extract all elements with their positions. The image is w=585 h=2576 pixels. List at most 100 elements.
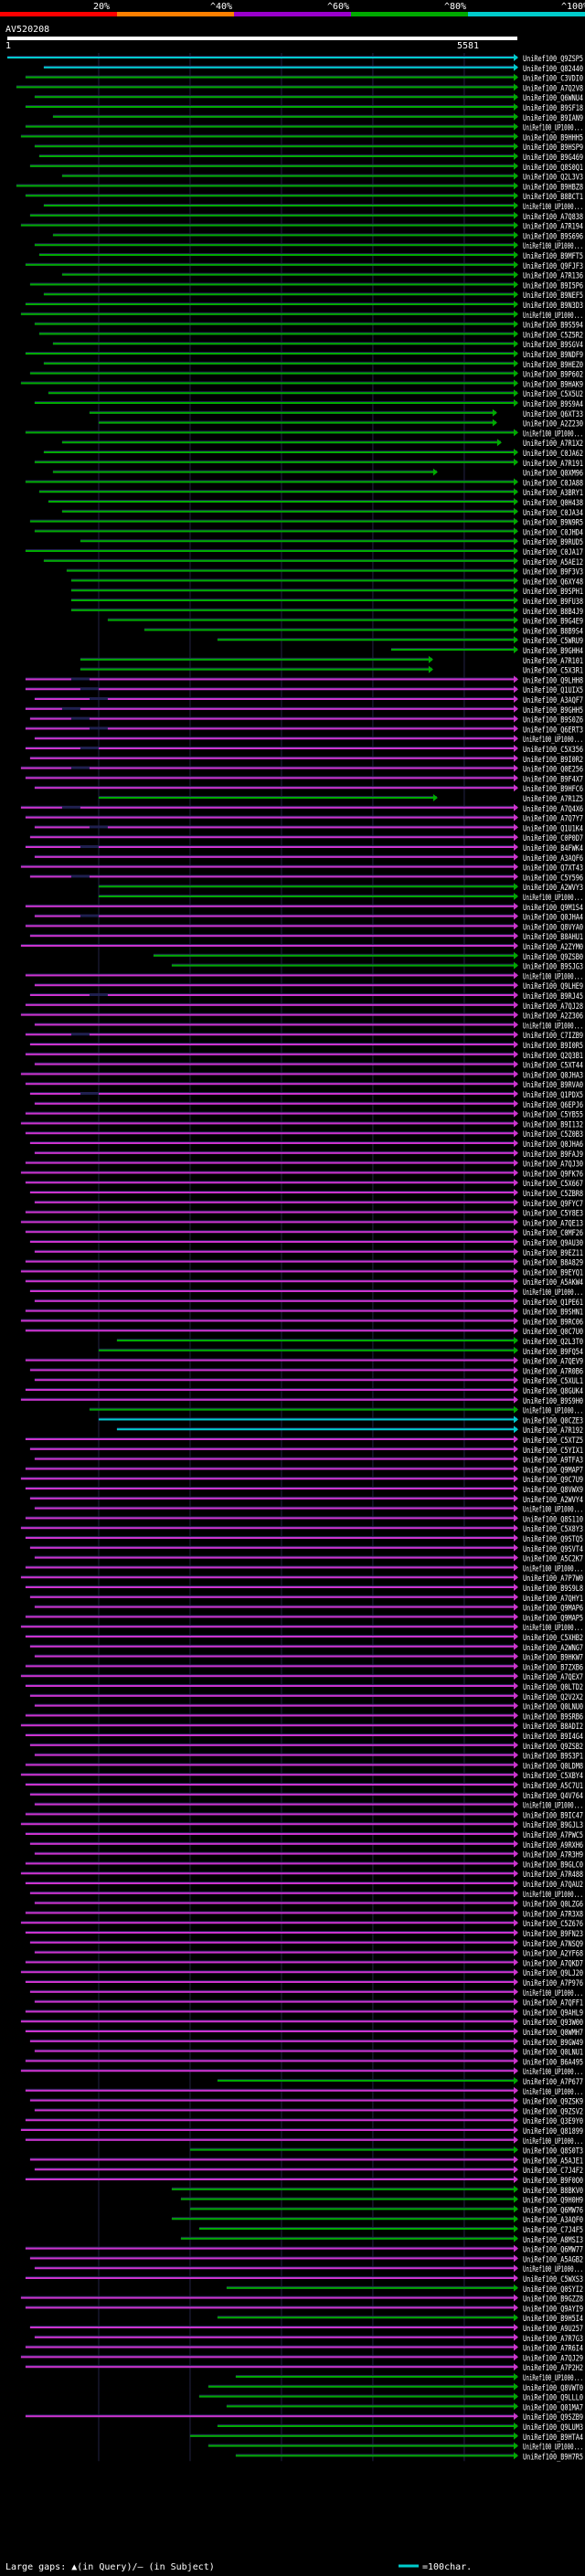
hit-label[interactable]: UniRef100_Q3E9Y0	[523, 2117, 583, 2126]
hit-label[interactable]: UniRef100_A9TFA3	[523, 1457, 583, 1466]
hit-label[interactable]: UniRef100_A7P2H2	[523, 2364, 583, 2373]
hit-label[interactable]: UniRef100_B8AHU1	[523, 933, 583, 942]
hit-label[interactable]: UniRef100_B9GJL3	[523, 1821, 583, 1830]
hit-label[interactable]: UniRef100_A7QFF1	[523, 1999, 583, 2009]
hit-label[interactable]: UniRef100_B9I0R5	[523, 1042, 583, 1051]
hit-label[interactable]: UniRef100_B9S9L8	[523, 1585, 583, 1594]
hit-label[interactable]: UniRef100_Q8GUK4	[523, 1387, 583, 1396]
hit-label[interactable]: UniRef100_Q0JHA3	[523, 1071, 583, 1080]
hit-label[interactable]: UniRef100_A9U257	[523, 2325, 583, 2334]
hit-label[interactable]: UniRef100_Q2Q3B1	[523, 1052, 583, 1061]
hit-label[interactable]: UniRef100_B9S0Z6	[523, 716, 583, 726]
hit-label[interactable]: UniRef100_A7R101	[523, 657, 583, 666]
hit-label[interactable]: UniRef100_B9GLC0	[523, 1860, 583, 1870]
hit-label[interactable]: UniRef100_A7R0B6	[523, 1367, 583, 1376]
hit-label[interactable]: UniRef100_Q9H0H9	[523, 2197, 583, 2206]
hit-label[interactable]: UniRef100_A7R194	[523, 223, 583, 232]
hit-label[interactable]: UniRef100_A7R136	[523, 272, 583, 281]
hit-label[interactable]: UniRef100_UP1000...	[523, 894, 583, 903]
hit-label[interactable]: UniRef100_A7QKD7	[523, 1959, 583, 1968]
hit-label[interactable]: UniRef100_B9I4G4	[523, 1733, 583, 1742]
hit-label[interactable]: UniRef100_Q9ZSP5	[523, 55, 583, 64]
hit-label[interactable]: UniRef100_Q1PE61	[523, 1299, 583, 1308]
hit-label[interactable]: UniRef100_Q2L3V3	[523, 174, 583, 183]
hit-label[interactable]: UniRef100_C7IZB9	[523, 1032, 583, 1041]
hit-label[interactable]: UniRef100_UP1000...	[523, 242, 583, 251]
hit-label[interactable]: UniRef100_B9G4E9	[523, 618, 583, 627]
hit-label[interactable]: UniRef100_Q0H438	[523, 499, 583, 508]
hit-label[interactable]: UniRef100_A7Q2V8	[523, 84, 583, 93]
hit-label[interactable]: UniRef100_Q0JHA6	[523, 1140, 583, 1150]
hit-label[interactable]: UniRef100_B9G469	[523, 154, 583, 163]
hit-label[interactable]: UniRef100_A7P976	[523, 1979, 583, 1988]
hit-label[interactable]: UniRef100_Q6WNU4	[523, 94, 583, 103]
hit-label[interactable]: UniRef100_A7R3H9	[523, 1851, 583, 1860]
hit-label[interactable]: UniRef100_A9RXH6	[523, 1841, 583, 1850]
hit-label[interactable]: UniRef100_B9RJ45	[523, 992, 583, 1002]
hit-label[interactable]: UniRef100_B8BCT1	[523, 193, 583, 202]
hit-label[interactable]: UniRef100_UP1000...	[523, 2374, 583, 2383]
hit-label[interactable]: UniRef100_B9SF18	[523, 104, 583, 113]
hit-label[interactable]: UniRef100_B9GHH4	[523, 647, 583, 656]
hit-label[interactable]: UniRef100_Q9SZB9	[523, 2413, 583, 2422]
hit-label[interactable]: UniRef100_C7J4F2	[523, 2167, 583, 2176]
hit-label[interactable]: UniRef100_UP1000...	[523, 1407, 583, 1416]
hit-label[interactable]: UniRef100_Q9ZSB0	[523, 953, 583, 962]
hit-label[interactable]: UniRef100_C0JA34	[523, 509, 583, 518]
hit-label[interactable]: UniRef100_A5AGB2	[523, 2255, 583, 2264]
hit-label[interactable]: UniRef100_B9EZ11	[523, 1249, 583, 1258]
hit-label[interactable]: UniRef100_C5Z5R2	[523, 331, 583, 340]
hit-label[interactable]: UniRef100_Q0LNU1	[523, 2049, 583, 2058]
hit-label[interactable]: UniRef100_UP1000...	[523, 1624, 583, 1633]
hit-label[interactable]: UniRef100_Q8S0Q1	[523, 164, 583, 173]
hit-label[interactable]: UniRef100_UP1000...	[523, 2068, 583, 2077]
hit-label[interactable]: UniRef100_UP1000...	[523, 2137, 583, 2147]
hit-label[interactable]: UniRef100_Q4V764	[523, 1792, 583, 1801]
hit-label[interactable]: UniRef100_Q9LHH8	[523, 676, 583, 685]
hit-label[interactable]: UniRef100_A5AE12	[523, 558, 583, 567]
hit-label[interactable]: UniRef100_UP1000...	[523, 124, 583, 133]
hit-label[interactable]: UniRef100_A5AKW4	[523, 1278, 583, 1288]
hit-label[interactable]: UniRef100_B9RVA0	[523, 1081, 583, 1090]
hit-label[interactable]: UniRef100_Q0E256	[523, 766, 583, 775]
hit-label[interactable]: UniRef100_C5XTZ5	[523, 1436, 583, 1446]
hit-label[interactable]: UniRef100_B9SRB6	[523, 1712, 583, 1722]
hit-label[interactable]: UniRef100_B9HHH5	[523, 133, 583, 143]
hit-label[interactable]: UniRef100_B6A495	[523, 2058, 583, 2067]
hit-label[interactable]: UniRef100_B9N9R5	[523, 519, 583, 528]
hit-label[interactable]: UniRef100_B9FAJ9	[523, 1150, 583, 1160]
hit-label[interactable]: UniRef100_Q6XY48	[523, 578, 583, 587]
hit-label[interactable]: UniRef100_C0JA62	[523, 450, 583, 459]
hit-label[interactable]: UniRef100_Q1PDX5	[523, 1091, 583, 1100]
hit-label[interactable]: UniRef100_Q9LLL0	[523, 2394, 583, 2403]
hit-label[interactable]: UniRef100_B9RC06	[523, 1318, 583, 1327]
hit-label[interactable]: UniRef100_C5YB55	[523, 1111, 583, 1120]
hit-label[interactable]: UniRef100_A3AQF6	[523, 854, 583, 864]
hit-label[interactable]: UniRef100_Q9ZSV2	[523, 2107, 583, 2116]
hit-label[interactable]: UniRef100_C5X356	[523, 746, 583, 755]
hit-label[interactable]: UniRef100_Q0LDM8	[523, 1762, 583, 1771]
hit-label[interactable]: UniRef100_C5Y596	[523, 874, 583, 883]
hit-label[interactable]: UniRef100_C5Z676	[523, 1920, 583, 1929]
hit-label[interactable]: UniRef100_A7NSQ9	[523, 1940, 583, 1949]
hit-label[interactable]: UniRef100_B9HAK9	[523, 380, 583, 389]
hit-label[interactable]: UniRef100_A5AJE1	[523, 2157, 583, 2166]
hit-label[interactable]: UniRef100_Q93W00	[523, 2019, 583, 2028]
hit-label[interactable]: UniRef100_Q9AU30	[523, 1239, 583, 1248]
hit-label[interactable]: UniRef100_Q0C7U0	[523, 1328, 583, 1337]
hit-label[interactable]: UniRef100_Q0XM96	[523, 470, 583, 479]
hit-label[interactable]: UniRef100_Q82440	[523, 65, 583, 74]
hit-label[interactable]: UniRef100_Q9M1S4	[523, 904, 583, 913]
hit-label[interactable]: UniRef100_B9EYQ1	[523, 1268, 583, 1277]
hit-label[interactable]: UniRef100_B9P602	[523, 371, 583, 380]
hit-label[interactable]: UniRef100_C7J4F5	[523, 2226, 583, 2235]
hit-label[interactable]: UniRef100_Q9FYC7	[523, 1200, 583, 1209]
hit-label[interactable]: UniRef100_B9MFT5	[523, 252, 583, 261]
hit-label[interactable]: UniRef100_C3VDI0	[523, 75, 583, 84]
hit-label[interactable]: UniRef100_Q8VYA0	[523, 923, 583, 932]
hit-label[interactable]: UniRef100_C0JA17	[523, 548, 583, 557]
hit-label[interactable]: UniRef100_Q0SYI2	[523, 2285, 583, 2295]
hit-label[interactable]: UniRef100_C5YIX1	[523, 1447, 583, 1456]
hit-label[interactable]: UniRef100_B9SJG3	[523, 963, 583, 972]
hit-label[interactable]: UniRef100_B9GW49	[523, 2039, 583, 2048]
